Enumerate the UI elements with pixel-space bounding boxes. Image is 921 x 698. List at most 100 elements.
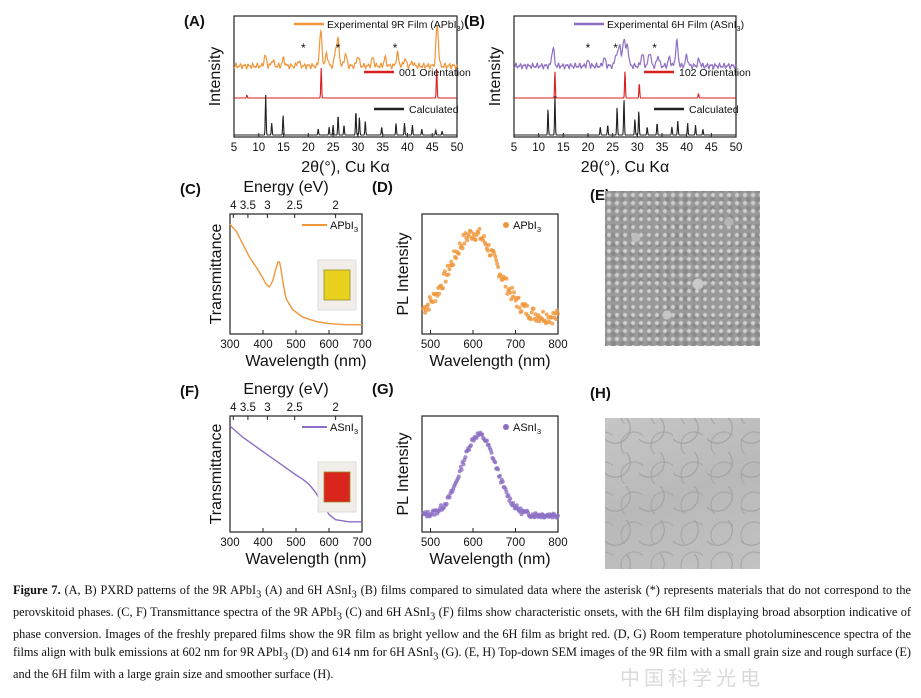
pl-data-point <box>433 299 438 304</box>
panel-letter: (G) <box>372 381 394 398</box>
pl-data-point <box>497 473 502 478</box>
pl-data-point <box>500 479 505 484</box>
pl-data-point <box>554 317 558 321</box>
pl-data-point <box>493 460 498 465</box>
pl-data-point <box>503 284 508 289</box>
panel-letter: (B) <box>464 13 485 30</box>
x-tick-label: 300 <box>220 339 239 351</box>
pl-data-point <box>459 467 464 472</box>
pl-data-point <box>519 309 524 314</box>
pl-data-point <box>494 258 499 263</box>
top-tick-label: 3 <box>264 200 270 212</box>
pl-data-point <box>476 230 481 235</box>
asterisk-annotation: * <box>393 41 398 55</box>
pl-data-point <box>496 467 501 472</box>
legend-marker <box>503 222 509 228</box>
pl-data-point <box>426 307 431 312</box>
x-tick-label: 10 <box>252 142 265 154</box>
asterisk-annotation: * <box>613 41 618 55</box>
series-line-0 <box>513 37 737 71</box>
y-axis-label: Intensity <box>487 47 504 107</box>
pl-data-point <box>528 317 533 322</box>
pl-data-point <box>482 234 487 238</box>
caption-part: (F) films show characteristic onsets, wi… <box>13 605 911 659</box>
x-tick-label: 20 <box>582 142 595 154</box>
x-tick-label: 50 <box>451 142 464 154</box>
top-tick-label: 2 <box>332 200 338 212</box>
legend-label: APbI3 <box>513 220 541 234</box>
caption-part: (D) and 614 nm for 6H ASnI <box>288 644 434 659</box>
legend-label: ASnI3 <box>513 422 541 436</box>
pl-data-point <box>469 443 473 448</box>
pl-data-point <box>447 495 452 500</box>
x-tick-label: 600 <box>319 339 338 351</box>
pl-data-point <box>504 276 509 281</box>
y-axis-label: Transmittance <box>208 224 225 325</box>
legend-marker <box>503 424 509 430</box>
series-line-2 <box>234 94 457 136</box>
pl-data-point <box>425 302 430 307</box>
x-tick-label: 700 <box>352 537 371 549</box>
pl-data-point <box>485 248 490 253</box>
pl-data-point <box>443 279 448 284</box>
caption-part: (C) and 6H ASnI <box>341 605 431 620</box>
legend-label: APbI3 <box>330 220 358 234</box>
pl-data-point <box>555 308 559 313</box>
pl-data-point <box>454 256 458 261</box>
x-tick-label: 30 <box>351 142 364 154</box>
legend-calculated: Calculated <box>689 104 739 116</box>
x-tick-label: 600 <box>463 537 482 549</box>
pl-data-point <box>446 272 451 277</box>
top-axis-label: Energy (eV) <box>243 179 328 196</box>
pl-data-point <box>496 265 501 269</box>
transmittance-curve <box>229 425 362 523</box>
x-axis-label: Wavelength (nm) <box>245 551 366 568</box>
watermark: 中国科学光电 <box>620 666 764 690</box>
pl-data-point <box>461 462 466 467</box>
asterisk-annotation: * <box>336 41 341 55</box>
top-tick-label: 4 <box>230 200 237 212</box>
x-tick-label: 300 <box>220 537 239 549</box>
x-tick-label: 25 <box>606 142 619 154</box>
pl-data-point <box>465 238 470 243</box>
pl-data-point <box>503 487 508 492</box>
series-line-1 <box>234 67 457 99</box>
x-axis-label: Wavelength (nm) <box>429 353 550 370</box>
pl-data-point <box>463 455 468 460</box>
legend-reference: 102 Orientation <box>679 67 751 79</box>
plot-frame <box>421 213 559 335</box>
pl-data-point <box>439 503 443 508</box>
caption-lead: Figure 7. <box>13 583 61 597</box>
x-tick-label: 35 <box>376 142 389 154</box>
x-axis-label: 2θ(°), Cu Kα <box>581 159 670 176</box>
plot-frame <box>421 415 559 533</box>
panel-letter: (D) <box>372 179 393 196</box>
series-line-1 <box>514 71 736 99</box>
pl-data-point <box>541 309 545 314</box>
panel-letter: (C) <box>180 181 201 198</box>
x-axis-label: 2θ(°), Cu Kα <box>301 159 390 176</box>
panel-letter: (H) <box>590 385 611 402</box>
top-tick-label: 4 <box>230 402 237 414</box>
pl-data-point <box>550 321 555 326</box>
legend-experimental: Experimental 9R Film (APbI3) <box>327 19 464 33</box>
y-axis-label: PL Intensity <box>395 432 412 515</box>
legend-calculated: Calculated <box>409 104 459 116</box>
top-axis-label: Energy (eV) <box>243 381 328 398</box>
pl-data-point <box>425 509 430 514</box>
pl-data-point <box>467 447 472 452</box>
pl-data-point <box>469 229 473 234</box>
x-tick-label: 600 <box>463 339 482 351</box>
caption-part: (B) films compared to simulated data whe… <box>13 583 912 620</box>
x-tick-label: 5 <box>231 142 237 154</box>
x-tick-label: 40 <box>680 142 693 154</box>
caption-part: (A, B) PXRD patterns of the 9R APbI <box>60 583 257 597</box>
pl-data-point <box>555 513 560 518</box>
x-tick-label: 500 <box>286 537 305 549</box>
x-tick-label: 400 <box>253 537 272 549</box>
pl-data-point <box>517 305 522 310</box>
x-axis-label: Wavelength (nm) <box>245 353 366 370</box>
plot-frame <box>513 15 737 138</box>
x-tick-label: 25 <box>327 142 340 154</box>
